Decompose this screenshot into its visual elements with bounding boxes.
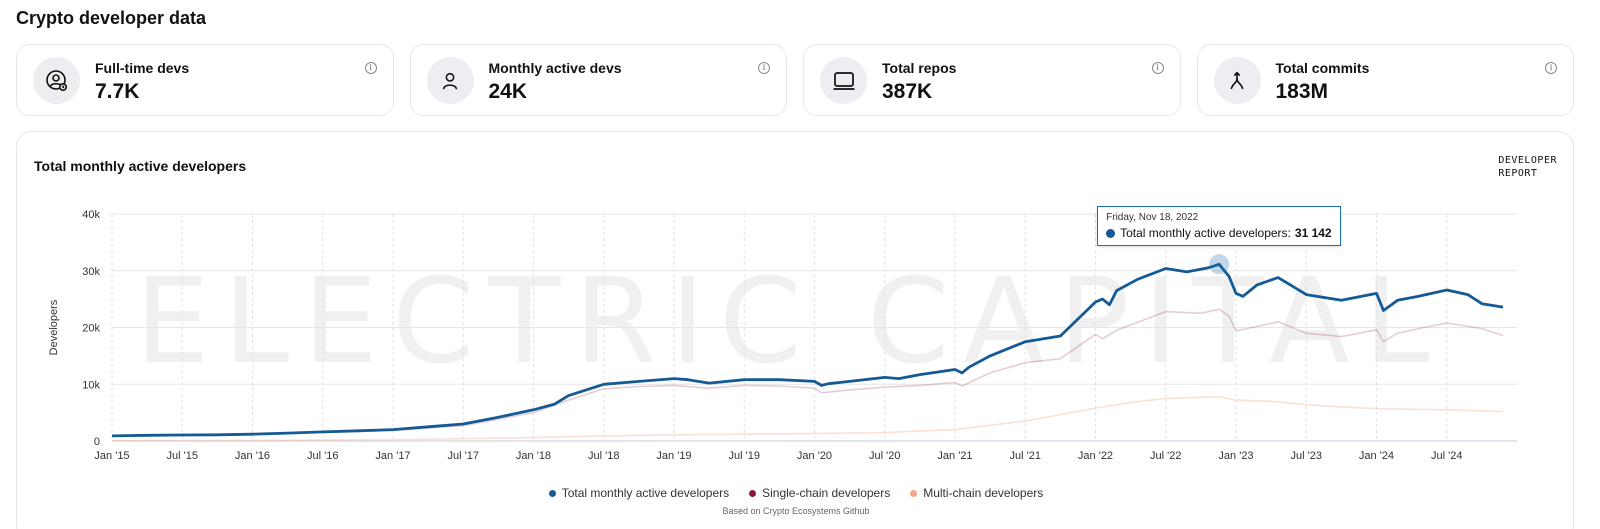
y-axis: 0 10k 20k 30k 40k xyxy=(82,209,100,448)
stat-value: 7.7K xyxy=(95,80,140,103)
stat-value: 24K xyxy=(488,80,528,103)
legend-dot xyxy=(548,489,556,497)
y-tick-label: 30k xyxy=(82,266,100,278)
y-tick-label: 40k xyxy=(82,209,100,221)
series xyxy=(111,262,1504,442)
series-line-single-chain xyxy=(111,308,1504,437)
x-tick-label: Jan '16 xyxy=(235,450,270,462)
source-note: Based on Crypto Ecosystems Github xyxy=(722,506,870,516)
tooltip-value: 31 142 xyxy=(1294,226,1332,241)
info-icon[interactable]: i xyxy=(1545,62,1557,74)
x-tick-label: Jan '20 xyxy=(797,450,832,462)
x-tick-label: Jul '16 xyxy=(307,450,338,462)
stat-label: Full-time devs xyxy=(95,60,190,76)
x-tick-label: Jul '21 xyxy=(1010,450,1041,462)
legend-item-multi-chain[interactable]: Multi-chain developers xyxy=(910,486,1043,500)
watermark: ELECTRIC CAPITAL xyxy=(135,252,1443,390)
info-icon[interactable]: i xyxy=(758,62,770,74)
chart-tooltip: Friday, Nov 18, 2022 Total monthly activ… xyxy=(1097,206,1341,247)
y-tick-label: 0 xyxy=(94,436,100,448)
x-tick-label: Jul '22 xyxy=(1150,450,1181,462)
report-logo-line: REPORT xyxy=(1498,168,1538,179)
x-tick-label: Jul '19 xyxy=(729,450,760,462)
tooltip-series-label: Total monthly active developers: xyxy=(1120,226,1291,241)
tooltip-series-dot xyxy=(1106,228,1116,238)
person-icon xyxy=(426,57,474,104)
tooltip-date: Friday, Nov 18, 2022 xyxy=(1106,212,1199,224)
stat-label: Monthly active devs xyxy=(488,60,622,76)
x-tick-label: Jan '23 xyxy=(1218,450,1253,462)
x-tick-label: Jan '22 xyxy=(1078,450,1113,462)
stat-card-monthly-active-devs: Monthly active devs 24K i xyxy=(409,44,787,116)
x-tick-label: Jul '18 xyxy=(588,450,619,462)
x-tick-label: Jan '17 xyxy=(375,450,410,462)
series-line-multi-chain xyxy=(111,395,1504,442)
legend-label: Single-chain developers xyxy=(762,486,891,500)
legend-label: Multi-chain developers xyxy=(923,486,1044,500)
repo-icon xyxy=(820,57,867,104)
x-tick-label: Jul '20 xyxy=(869,450,900,462)
x-tick-label: Jan '18 xyxy=(516,450,551,462)
legend-dot xyxy=(749,489,757,497)
stat-card-total-repos: Total repos 387K i xyxy=(803,44,1181,116)
x-tick-label: Jul '17 xyxy=(448,450,479,462)
x-tick-label: Jul '24 xyxy=(1431,450,1462,462)
commit-merge-icon xyxy=(1213,57,1261,104)
y-axis-title: Developers xyxy=(48,299,60,355)
chart-legend: Total monthly active developers Single-c… xyxy=(17,486,1575,500)
x-tick-label: Jan '19 xyxy=(656,450,691,462)
stat-value: 183M xyxy=(1275,80,1329,103)
x-tick-label: Jan '21 xyxy=(937,450,972,462)
x-axis: Jan '15 Jul '15 Jan '16 Jul '16 Jan '17 Jul '… xyxy=(94,450,1462,462)
legend-item-single-chain[interactable]: Single-chain developers xyxy=(749,486,890,500)
fulltime-dev-icon xyxy=(33,57,80,104)
series-line-total xyxy=(111,262,1504,438)
page-title: Crypto developer data xyxy=(16,8,207,28)
tooltip-row: Total monthly active developers: 31 142 xyxy=(1106,226,1332,241)
info-icon[interactable]: i xyxy=(1151,62,1164,74)
stat-card-fulltime-devs: Full-time devs 7.7K i xyxy=(16,44,394,116)
line-chart: ELECTRIC CAPITAL 0 10k 20k 30k 40k Jan '15 Ju… xyxy=(48,209,1517,462)
x-tick-label: Jul '23 xyxy=(1291,450,1322,462)
x-tick-label: Jul '15 xyxy=(167,450,198,462)
legend-dot xyxy=(910,489,918,497)
stat-label: Total repos xyxy=(882,60,957,76)
legend-label: Total monthly active developers xyxy=(561,486,730,500)
hover-marker[interactable] xyxy=(1209,254,1230,275)
x-tick-label: Jan '15 xyxy=(94,450,129,462)
grid xyxy=(111,213,1517,442)
legend-item-total[interactable]: Total monthly active developers xyxy=(548,486,730,500)
y-tick-label: 20k xyxy=(82,323,100,335)
stat-label: Total commits xyxy=(1275,60,1370,76)
chart-card: Total monthly active developers DEVELOPE… xyxy=(16,131,1574,529)
stat-card-total-commits: Total commits 183M i xyxy=(1196,44,1574,116)
report-logo-line: DEVELOPER xyxy=(1498,155,1557,166)
stat-value: 387K xyxy=(882,80,933,103)
developer-report-logo[interactable]: DEVELOPER REPORT xyxy=(1498,154,1557,180)
chart-title: Total monthly active developers xyxy=(34,158,247,174)
x-tick-label: Jan '24 xyxy=(1359,450,1394,462)
info-icon[interactable]: i xyxy=(364,62,377,74)
stats-row: Full-time devs 7.7K i Monthly active dev… xyxy=(16,44,1574,116)
y-tick-label: 10k xyxy=(82,379,100,391)
